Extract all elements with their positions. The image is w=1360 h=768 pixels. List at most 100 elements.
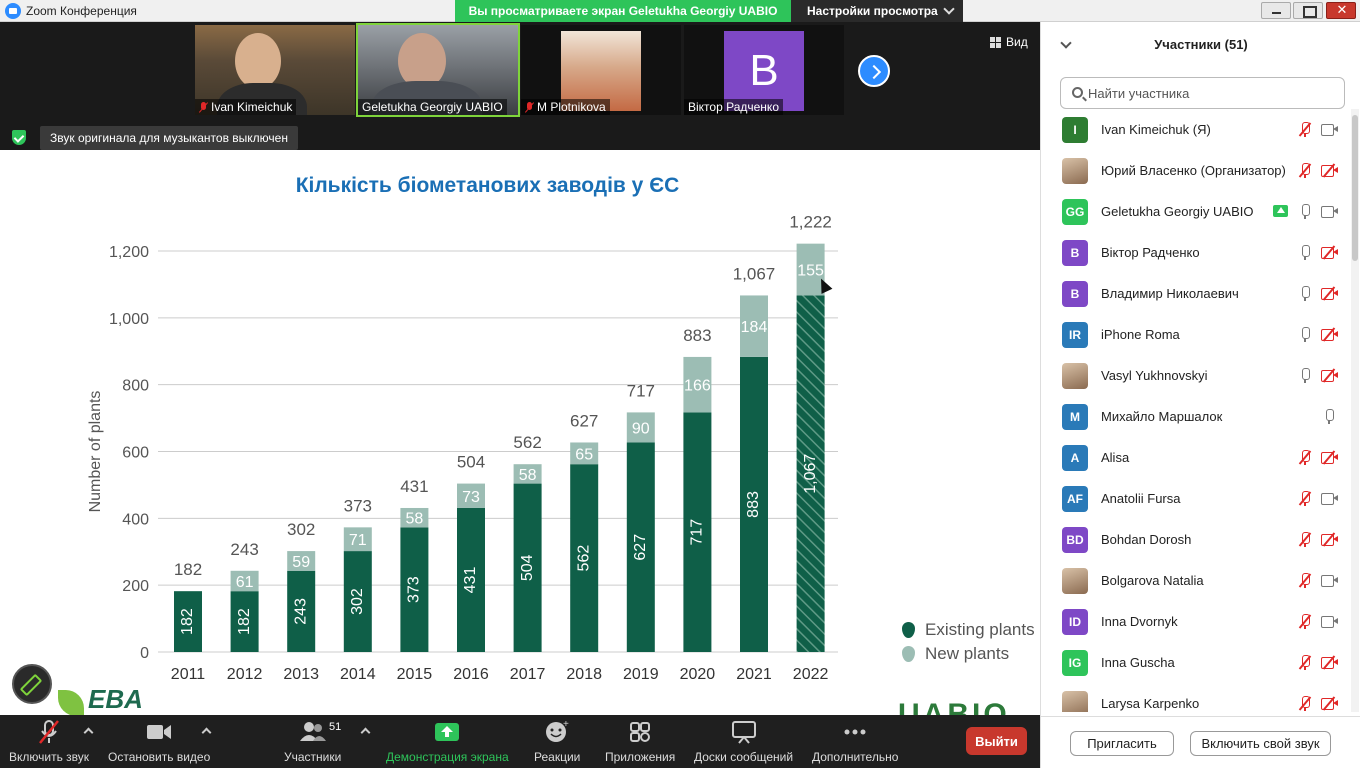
bar-existing-label: 431 xyxy=(462,567,479,594)
participants-scrollbar[interactable] xyxy=(1351,109,1359,712)
leave-meeting-button[interactable]: Выйти xyxy=(966,727,1027,755)
more-button[interactable]: Дополнительно xyxy=(812,719,898,764)
participant-search[interactable] xyxy=(1060,77,1345,109)
video-camera-icon[interactable] xyxy=(1321,206,1338,218)
participant-row[interactable]: IG Inna Guscha xyxy=(1041,642,1351,683)
invite-button[interactable]: Пригласить xyxy=(1070,731,1174,756)
participant-avatar: M xyxy=(1062,404,1088,430)
video-tile[interactable]: B Віктор Радченко xyxy=(684,25,844,115)
mic-icon[interactable] xyxy=(1299,204,1311,219)
participants-options-caret[interactable] xyxy=(360,727,371,738)
video-strip: Ivan Kimeichuk Geletukha Georgiy UABIO M… xyxy=(0,22,1040,150)
video-off-icon[interactable] xyxy=(1321,286,1338,301)
bar-existing-label: 717 xyxy=(689,519,706,546)
bar-new xyxy=(287,551,316,571)
view-options-dropdown[interactable]: Настройки просмотра xyxy=(791,0,963,22)
mic-muted-icon[interactable] xyxy=(1298,655,1312,670)
apps-button[interactable]: Приложения xyxy=(605,719,675,764)
video-off-icon[interactable] xyxy=(1321,532,1338,547)
whiteboards-button[interactable]: Доски сообщений xyxy=(694,719,793,764)
video-camera-icon[interactable] xyxy=(1321,124,1338,136)
participant-name: Юрий Власенко (Организатор) xyxy=(1101,163,1286,178)
participant-row[interactable]: Vasyl Yukhnovskyi xyxy=(1041,355,1351,396)
bar-existing xyxy=(740,356,768,652)
close-window-button[interactable]: ✕ xyxy=(1326,2,1356,19)
participant-avatar: B xyxy=(1062,281,1088,307)
video-camera-icon[interactable] xyxy=(1321,616,1338,628)
mic-muted-icon xyxy=(525,101,534,113)
x-tick-label: 2015 xyxy=(397,666,433,683)
video-camera-icon[interactable] xyxy=(1321,493,1338,505)
participant-row[interactable]: IR iPhone Roma xyxy=(1041,314,1351,355)
mic-muted-icon[interactable] xyxy=(1298,163,1312,178)
x-tick-label: 2014 xyxy=(340,666,376,683)
participant-row[interactable]: B Віктор Радченко xyxy=(1041,232,1351,273)
maximize-button[interactable] xyxy=(1293,2,1323,19)
mic-icon[interactable] xyxy=(1299,245,1311,260)
grid-view-icon xyxy=(990,36,1001,48)
video-off-icon[interactable] xyxy=(1321,696,1338,711)
participants-button[interactable]: Участники xyxy=(284,719,341,764)
bar-new-label: 58 xyxy=(519,467,537,484)
annotate-pencil-icon[interactable] xyxy=(12,664,52,704)
video-camera-icon[interactable] xyxy=(1321,575,1338,587)
security-shield-icon[interactable] xyxy=(12,130,26,145)
video-off-icon[interactable] xyxy=(1321,368,1338,383)
participant-row[interactable]: AF Anatolii Fursa xyxy=(1041,478,1351,519)
participant-row[interactable]: M Михайло Маршалок xyxy=(1041,396,1351,437)
video-off-icon[interactable] xyxy=(1321,245,1338,260)
participant-row[interactable]: GG Geletukha Georgiy UABIO xyxy=(1041,191,1351,232)
participant-row[interactable]: ID Inna Dvornyk xyxy=(1041,601,1351,642)
participant-search-input[interactable] xyxy=(1088,84,1338,102)
mic-muted-icon[interactable] xyxy=(1298,122,1312,137)
mic-muted-icon[interactable] xyxy=(1298,573,1312,588)
minimize-button[interactable] xyxy=(1261,2,1291,19)
video-off-icon[interactable] xyxy=(1321,655,1338,670)
participant-row[interactable]: A Alisa xyxy=(1041,437,1351,478)
mic-muted-icon[interactable] xyxy=(1298,532,1312,547)
mic-icon[interactable] xyxy=(1299,327,1311,342)
share-screen-button[interactable]: Демонстрация экрана xyxy=(386,719,509,764)
participant-row[interactable]: Юрий Власенко (Организатор) xyxy=(1041,150,1351,191)
participants-panel-header: Участники (51) xyxy=(1041,22,1360,68)
participant-row[interactable]: Bolgarova Natalia xyxy=(1041,560,1351,601)
mic-muted-icon xyxy=(199,101,208,113)
next-page-arrow-icon[interactable] xyxy=(858,55,890,87)
mic-icon[interactable] xyxy=(1323,409,1335,424)
mic-icon[interactable] xyxy=(1299,368,1311,383)
video-tile[interactable]: M Plotnikova xyxy=(521,25,681,115)
bar-new-label: 90 xyxy=(632,420,650,437)
bar-existing-label: 562 xyxy=(575,545,592,572)
participant-avatar xyxy=(1062,158,1088,184)
participant-row[interactable]: Larysa Karpenko xyxy=(1041,683,1351,712)
mic-muted-icon[interactable] xyxy=(1298,491,1312,506)
unmute-button[interactable]: Включить звук xyxy=(9,719,89,764)
reactions-button[interactable]: + Реакции xyxy=(534,719,581,764)
mic-muted-icon[interactable] xyxy=(1298,450,1312,465)
reactions-icon: + xyxy=(543,719,571,745)
view-button[interactable]: Вид xyxy=(990,35,1028,49)
bar-existing-label: 504 xyxy=(519,554,536,581)
bar-existing xyxy=(343,551,372,652)
mic-icon[interactable] xyxy=(1299,286,1311,301)
mic-muted-icon[interactable] xyxy=(1298,614,1312,629)
video-tile[interactable]: Ivan Kimeichuk xyxy=(195,25,355,115)
participant-name: Vasyl Yukhnovskyi xyxy=(1101,368,1208,383)
participant-face xyxy=(235,33,281,89)
scrollbar-thumb[interactable] xyxy=(1352,115,1358,261)
mic-muted-icon xyxy=(35,719,63,745)
bar-new-label: 71 xyxy=(349,532,367,549)
participant-name: Bohdan Dorosh xyxy=(1101,532,1192,547)
mic-muted-icon[interactable] xyxy=(1298,696,1312,711)
video-off-icon[interactable] xyxy=(1321,327,1338,342)
participant-row[interactable]: I Ivan Kimeichuk (Я) xyxy=(1041,109,1351,150)
bar-new xyxy=(230,570,259,592)
stop-video-button[interactable]: Остановить видео xyxy=(108,719,210,764)
participant-row[interactable]: BD Bohdan Dorosh xyxy=(1041,519,1351,560)
participant-row[interactable]: B Владимир Николаевич xyxy=(1041,273,1351,314)
video-off-icon[interactable] xyxy=(1321,163,1338,178)
unmute-myself-button[interactable]: Включить свой звук xyxy=(1190,731,1331,756)
video-off-icon[interactable] xyxy=(1321,450,1338,465)
participant-avatar: B xyxy=(724,31,804,111)
video-tile-active-speaker[interactable]: Geletukha Georgiy UABIO xyxy=(356,23,520,117)
